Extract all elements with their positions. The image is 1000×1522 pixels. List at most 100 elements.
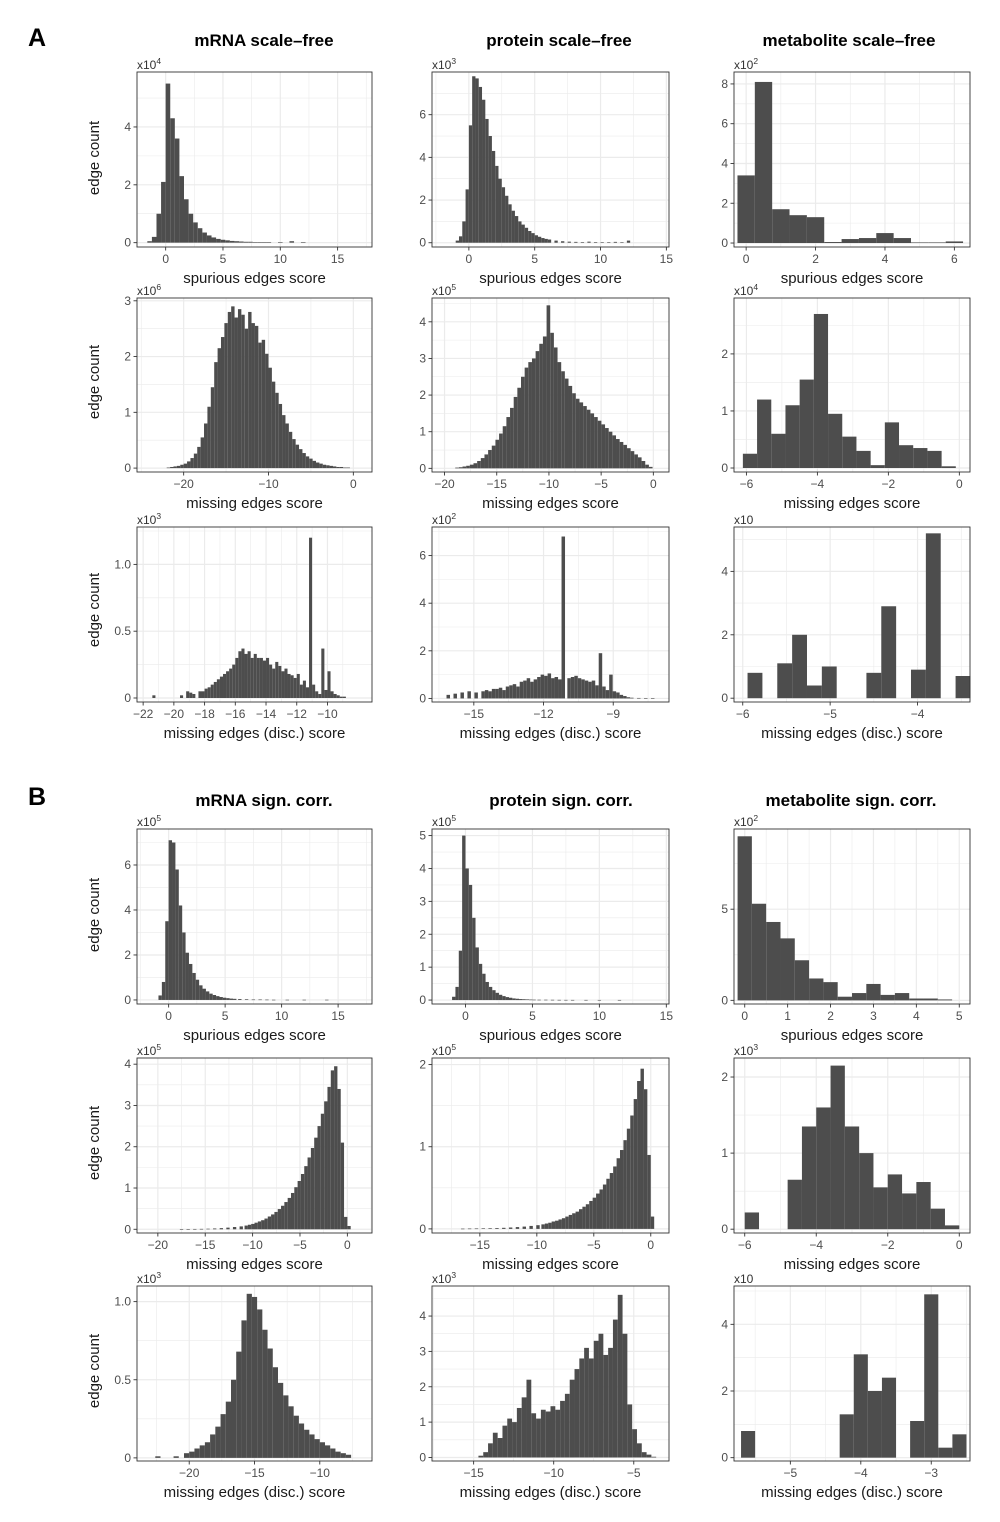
plot-frame (431, 526, 670, 703)
x-tick-label: −12 (533, 707, 554, 721)
x-axis-title: missing edges (disc.) score (761, 725, 943, 742)
histogram-bar (544, 1223, 549, 1229)
histogram-bar (619, 441, 624, 469)
histogram-bar (327, 671, 331, 698)
x-tick-label: −5 (823, 707, 837, 721)
histogram-bar (613, 241, 617, 243)
x-axis-title: missing edges score (784, 1256, 921, 1273)
x-tick-label: 1 (784, 1009, 791, 1023)
histogram-bar (284, 668, 288, 698)
histogram-bar (581, 679, 585, 699)
histogram-bar (190, 458, 194, 469)
histogram-bar (528, 230, 532, 243)
histogram-bar (246, 1293, 252, 1458)
histogram-bar (206, 235, 212, 243)
scale-exponent: 2 (451, 511, 456, 521)
histogram-bar (186, 1229, 190, 1230)
histogram-bar (296, 673, 300, 698)
histogram-bar (839, 1414, 854, 1458)
x-axis-title: missing edges (disc.) score (164, 725, 346, 742)
histogram-bar (207, 406, 211, 469)
scale-exponent: 3 (451, 1270, 456, 1280)
histogram-bar (647, 1154, 651, 1229)
histogram-bar (312, 684, 316, 698)
histogram-bar (528, 362, 532, 469)
histogram-bar (277, 1209, 282, 1230)
plot-frame (733, 1285, 971, 1462)
histogram-bar (637, 697, 641, 699)
histogram-bar (261, 1220, 265, 1230)
histogram-bar (570, 677, 575, 699)
plot-frame (431, 828, 670, 1005)
scale-multiplier: x103 (137, 1270, 161, 1286)
y-axis-title: edge count (86, 1333, 103, 1408)
histogram-bar (916, 1182, 931, 1230)
histogram-bar (272, 999, 276, 1001)
histogram-bar (924, 1294, 939, 1458)
histogram-bar (158, 995, 162, 1000)
x-tick-label: −10 (310, 1466, 331, 1480)
histogram-bar (742, 453, 758, 468)
histogram-bar (258, 342, 262, 469)
histogram-bar (579, 402, 584, 469)
histogram-bar (583, 406, 587, 469)
histogram-bar (461, 1228, 465, 1230)
histogram-bar (596, 1193, 600, 1229)
histogram-bar (340, 1453, 346, 1458)
histogram-bar (492, 990, 496, 1001)
histogram-bar (650, 1216, 655, 1229)
histogram-bar (318, 693, 322, 698)
x-axis-title: missing edges score (186, 495, 323, 512)
histogram-bar (262, 660, 267, 698)
histogram-bar (506, 417, 511, 469)
histogram-bar (236, 1351, 242, 1458)
scale-exponent: 3 (753, 1042, 758, 1052)
histogram-bar (455, 467, 459, 469)
histogram-bar (870, 465, 885, 468)
histogram-bar (539, 343, 543, 469)
histogram-bar (648, 466, 653, 469)
histogram-b5: −15 −10 −5 0 0 1 2 x105 missing edges score (419, 1042, 670, 1273)
histogram-bar (524, 367, 529, 469)
x-tick-label: −4 (811, 477, 825, 491)
histogram-bar (281, 671, 285, 698)
histogram-bar (202, 988, 206, 1000)
histogram-bar (180, 695, 184, 698)
x-tick-label: −15 (463, 1466, 484, 1480)
histogram-bar (251, 323, 255, 469)
scale-multiplier: x105 (432, 813, 456, 829)
histogram-bar (258, 999, 262, 1001)
histogram-bar (526, 678, 531, 699)
y-tick-label: 1 (721, 1146, 728, 1160)
y-tick-label: 0 (124, 461, 131, 475)
histogram-bar (288, 1406, 294, 1458)
y-tick-label: 0 (124, 1222, 131, 1236)
histogram-bar (275, 661, 279, 698)
y-tick-label: 1.0 (114, 1295, 131, 1309)
histogram-bar (222, 997, 227, 1000)
histogram-bar (630, 451, 635, 469)
histogram-bar (455, 240, 459, 243)
scale-exponent: 3 (156, 1270, 161, 1280)
histogram-bar (620, 1150, 624, 1229)
histogram-bar (481, 1228, 485, 1229)
histogram-bar (737, 175, 755, 244)
x-tick-label: 2 (827, 1009, 834, 1023)
histogram-bar (816, 1107, 831, 1230)
histogram-bar (627, 1404, 633, 1458)
histogram-bar (546, 305, 551, 469)
y-tick-label: 3 (419, 1344, 426, 1358)
histogram-bar (650, 698, 655, 699)
histogram-bar (307, 1157, 311, 1230)
histogram-bar (938, 1447, 953, 1458)
histogram-bar (523, 680, 527, 699)
histogram-bar (267, 1348, 273, 1458)
x-tick-label: 0 (650, 477, 657, 491)
plot-frame (431, 71, 670, 248)
histogram-bar (207, 687, 211, 698)
histogram-bar (530, 681, 534, 699)
scale-exponent: 5 (451, 813, 456, 823)
histogram-bar (458, 467, 463, 469)
